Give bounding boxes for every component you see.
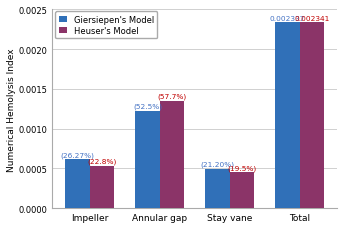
Bar bbox=[65, 160, 90, 208]
Bar bbox=[275, 23, 300, 208]
Text: 0.002341: 0.002341 bbox=[294, 16, 330, 22]
Y-axis label: Numerical Hemolysis Index: Numerical Hemolysis Index bbox=[7, 48, 16, 171]
Bar bbox=[135, 111, 160, 208]
Bar bbox=[160, 101, 184, 208]
Text: (57.7%): (57.7%) bbox=[158, 93, 187, 100]
Bar bbox=[230, 172, 254, 208]
Text: (52.5%): (52.5%) bbox=[133, 104, 162, 110]
Text: 0.002337: 0.002337 bbox=[270, 16, 305, 22]
Bar bbox=[300, 23, 324, 208]
Bar bbox=[205, 169, 230, 208]
Text: (22.8%): (22.8%) bbox=[87, 158, 117, 165]
Text: (26.27%): (26.27%) bbox=[61, 152, 95, 158]
Legend: Giersiepen's Model, Heuser's Model: Giersiepen's Model, Heuser's Model bbox=[55, 12, 157, 39]
Text: (19.5%): (19.5%) bbox=[227, 164, 257, 171]
Bar bbox=[90, 166, 114, 208]
Text: (21.20%): (21.20%) bbox=[201, 161, 235, 168]
